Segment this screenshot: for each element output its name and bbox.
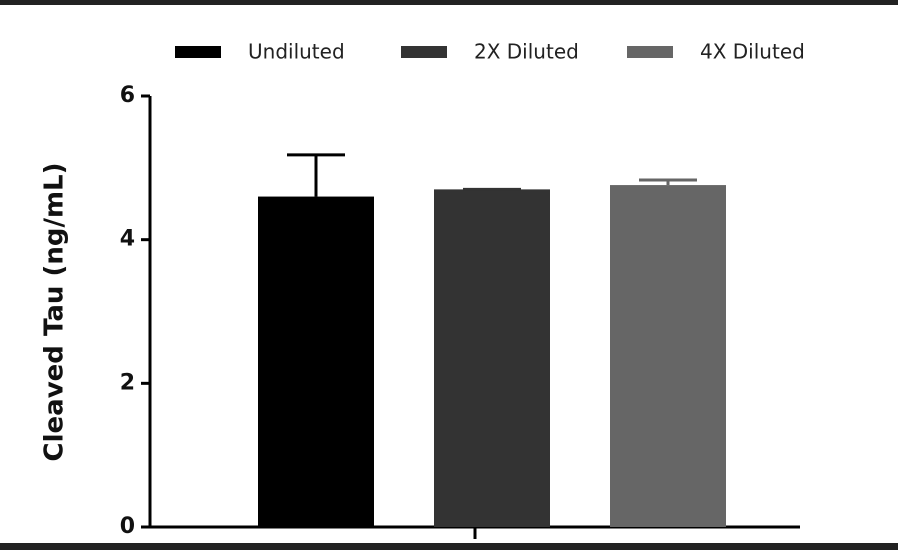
bar <box>258 196 374 528</box>
frame-top <box>0 0 898 5</box>
legend-swatch <box>175 46 221 58</box>
y-axis-title: Cleaved Tau (ng/mL) <box>40 163 70 462</box>
legend-label: 4X Diluted <box>700 40 805 64</box>
legend-swatch <box>401 46 447 58</box>
y-tick-label: 6 <box>120 83 135 108</box>
frame-bottom <box>0 543 898 550</box>
legend-label: Undiluted <box>248 40 345 64</box>
y-tick-label: 2 <box>120 370 135 395</box>
bar <box>610 185 726 527</box>
y-tick-label: 0 <box>120 514 135 539</box>
y-tick-label: 4 <box>120 227 135 252</box>
legend-label: 2X Diluted <box>474 40 579 64</box>
legend-swatch <box>627 46 673 58</box>
bar <box>434 189 550 527</box>
